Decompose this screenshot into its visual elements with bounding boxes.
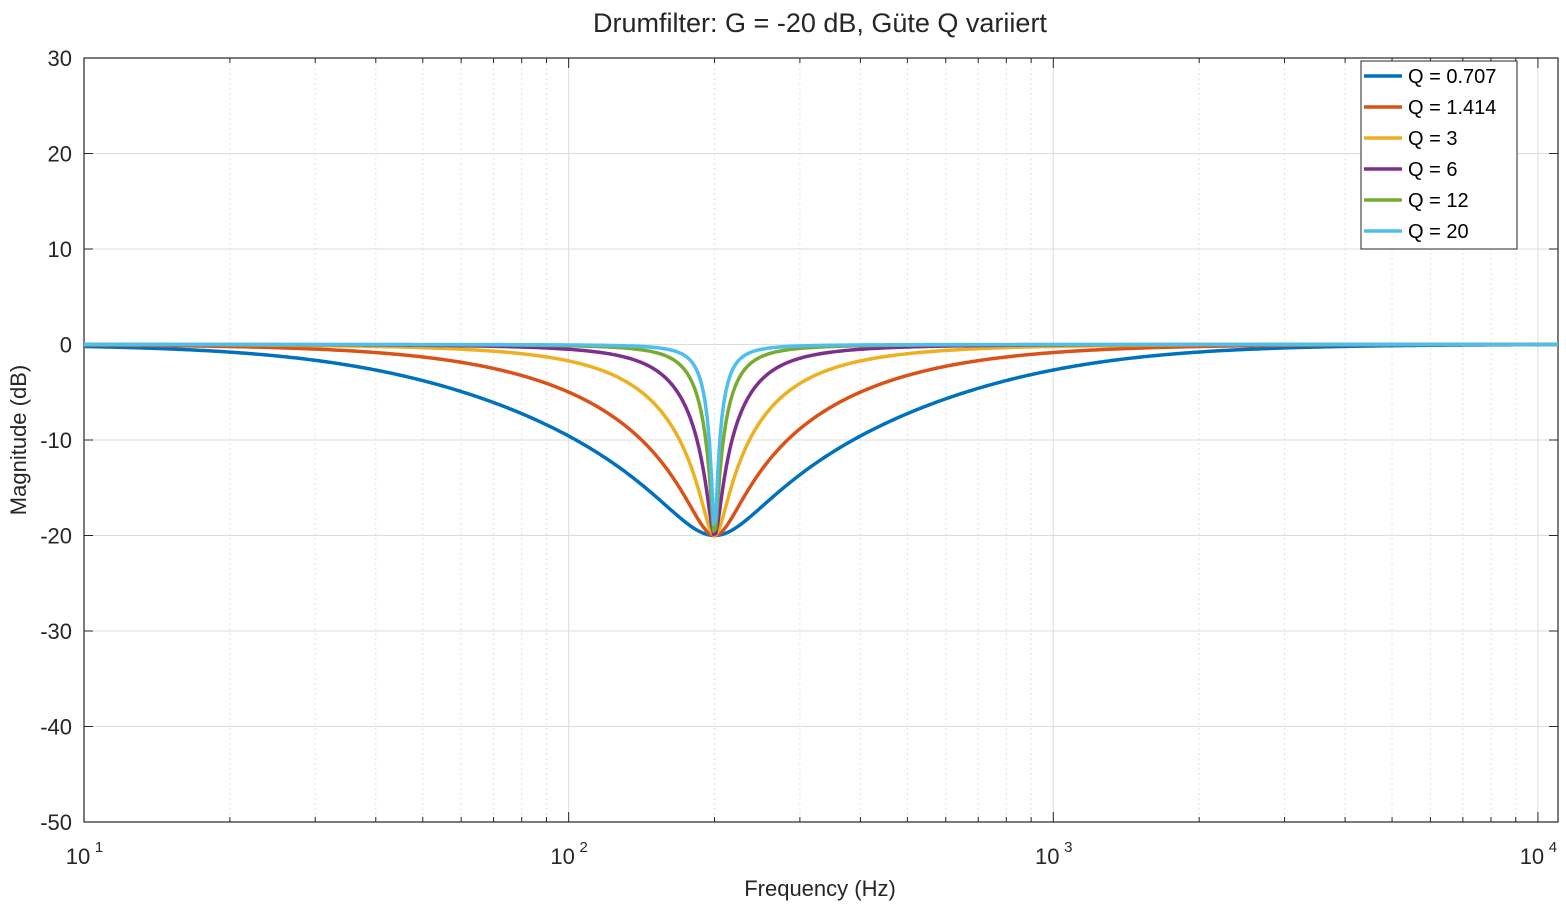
x-tick-exponent: 2 (579, 839, 587, 856)
legend-label-4: Q = 12 (1408, 190, 1469, 212)
y-tick-label: 10 (48, 237, 72, 262)
legend-label-3: Q = 6 (1408, 159, 1457, 181)
y-tick-label: -30 (40, 619, 72, 644)
x-tick-exponent: 1 (95, 839, 103, 856)
legend: Q = 0.707 Q = 1.414 Q = 3 Q = 6 Q = 12 Q = 20 (1360, 60, 1518, 250)
grid (83, 57, 1558, 823)
series-lines (83, 342, 1558, 538)
legend-label-1: Q = 1.414 (1408, 97, 1496, 119)
x-tick-label: 10 (1520, 844, 1544, 869)
y-tick-label: -50 (40, 810, 72, 835)
chart-title: Drumfilter: G = -20 dB, Güte Q variiert (593, 8, 1047, 38)
legend-box (1360, 60, 1518, 250)
x-tick-label: 10 (550, 844, 574, 869)
y-tick-label: -20 (40, 524, 72, 549)
y-axis-label: Magnitude (dB) (6, 365, 31, 515)
x-tick-label: 10 (1035, 844, 1059, 869)
y-tick-label: 20 (48, 142, 72, 167)
legend-label-2: Q = 3 (1408, 128, 1457, 150)
x-axis-label: Frequency (Hz) (744, 876, 896, 901)
x-tick-exponent: 3 (1064, 839, 1072, 856)
y-tick-label: -40 (40, 715, 72, 740)
series-line-0 (83, 342, 1558, 538)
legend-label-0: Q = 0.707 (1408, 66, 1496, 88)
ticks: 30 20 10 0 -10 -20 -30 -40 -50 10 1 10 2 10 3 10 4 (40, 46, 1558, 869)
legend-label-5: Q = 20 (1408, 221, 1469, 243)
x-tick-exponent: 4 (1549, 839, 1557, 856)
y-tick-label: 0 (60, 333, 72, 358)
x-tick-label: 10 (66, 844, 90, 869)
y-tick-label: -10 (40, 428, 72, 453)
y-tick-label: 30 (48, 46, 72, 71)
series-line-5 (84, 342, 1558, 527)
